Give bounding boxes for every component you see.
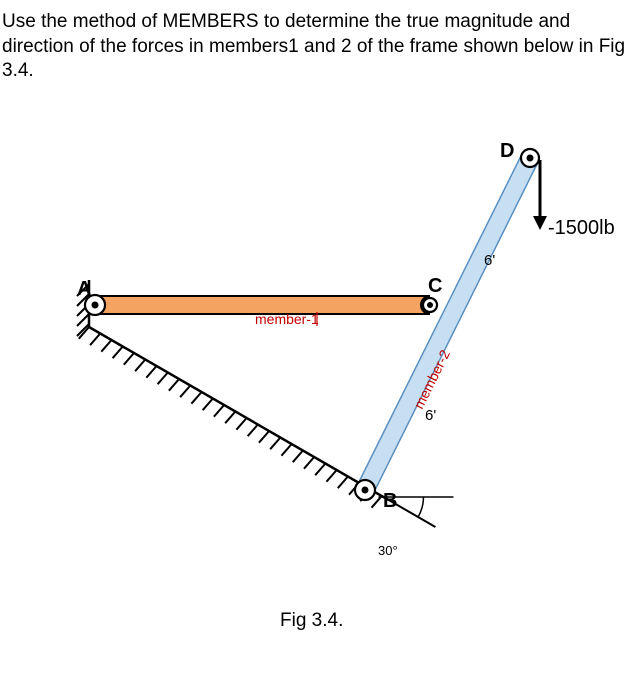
problem-text: Use the method of MEMBERS to determine t… — [2, 10, 630, 84]
svg-text:B: B — [383, 490, 397, 512]
svg-text:6': 6' — [484, 252, 495, 269]
svg-text:-1500lb: -1500lb — [548, 217, 615, 239]
figure-svg: ABCD-1500lb6'6'30°member-1member-2 — [0, 90, 632, 610]
svg-text:6': 6' — [425, 407, 436, 424]
svg-text:C: C — [428, 275, 442, 297]
labels: ABCD-1500lb6'6'30°member-1member-2 — [77, 140, 615, 558]
svg-text:30°: 30° — [378, 543, 398, 558]
member-2 — [357, 154, 538, 494]
svg-text:A: A — [77, 278, 91, 300]
svg-text:D: D — [500, 140, 514, 162]
figure-caption: Fig 3.4. — [280, 610, 343, 632]
load-arrow — [533, 160, 547, 230]
svg-text:member-1: member-1 — [255, 311, 319, 327]
